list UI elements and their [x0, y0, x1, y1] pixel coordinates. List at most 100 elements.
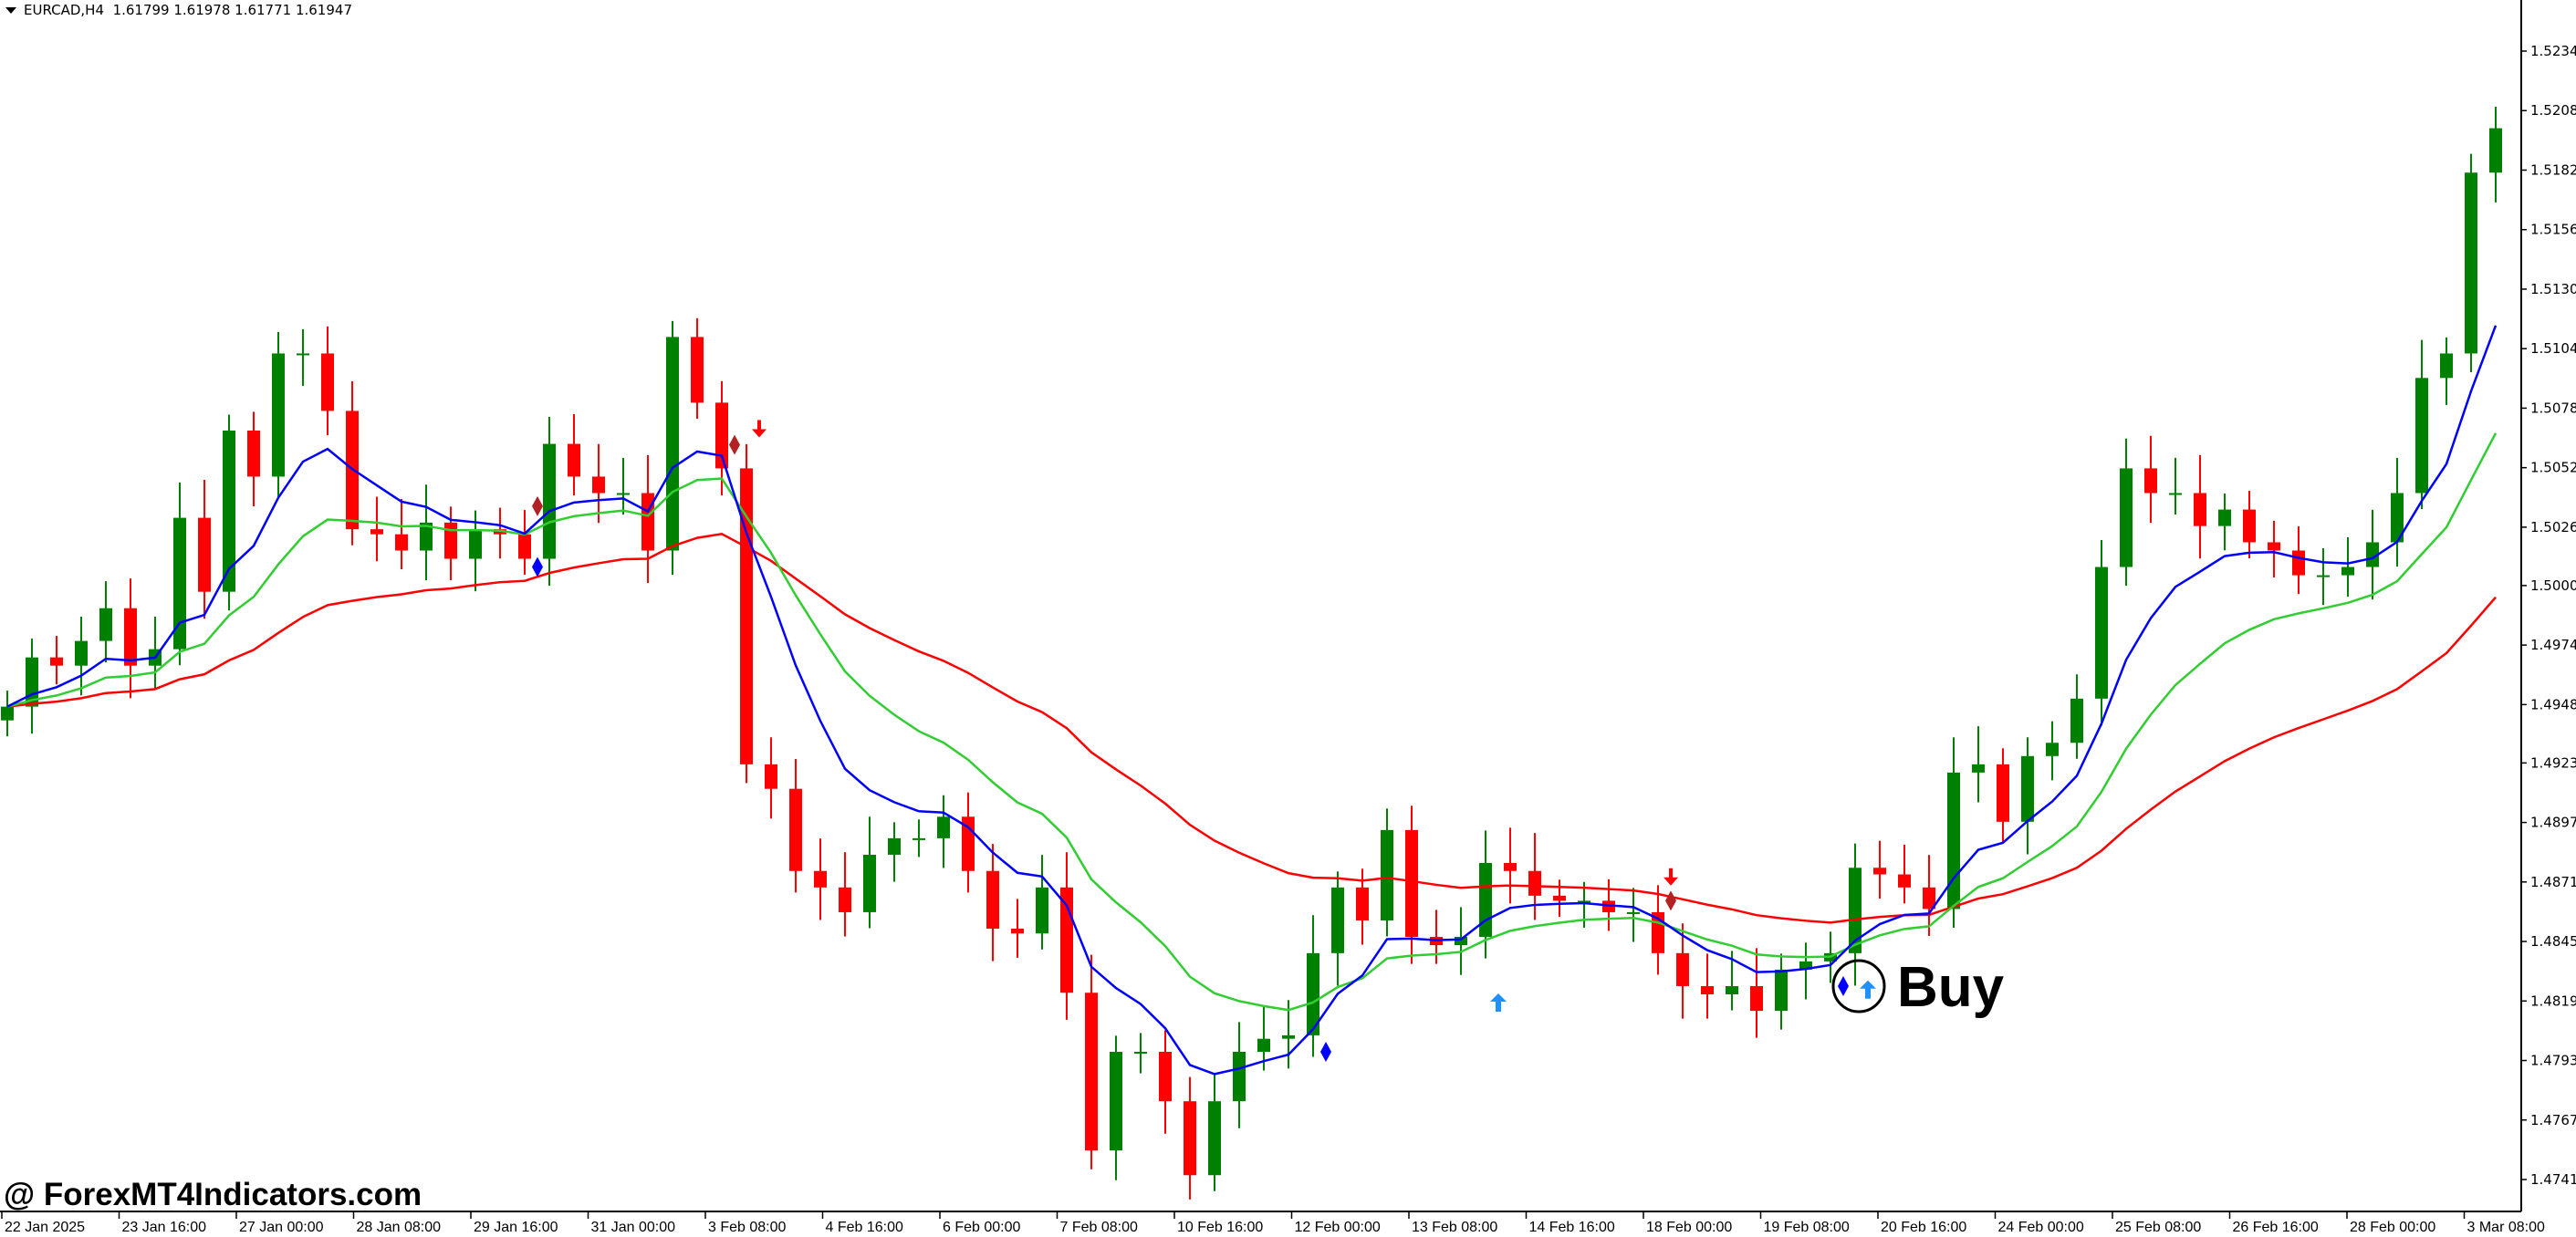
candle-body	[2243, 509, 2256, 543]
candle-body	[1528, 870, 1541, 896]
candle	[2046, 721, 2059, 781]
buy-circle	[1831, 959, 1886, 1014]
candle	[641, 454, 654, 584]
candle-body	[1504, 862, 1517, 871]
price-tick-label: 1.50005	[2530, 577, 2576, 594]
candle	[1184, 1076, 1196, 1200]
price-tick-label: 1.51560	[2530, 222, 2576, 238]
candle-body	[1898, 874, 1911, 888]
candle-body	[839, 887, 851, 912]
candle-body	[1479, 862, 1492, 938]
price-tick-label: 1.47670	[2530, 1112, 2576, 1128]
candle-body	[124, 608, 137, 666]
candle	[2021, 737, 2034, 855]
candle	[814, 838, 827, 920]
candle-body	[1627, 911, 1640, 914]
candle-body	[2317, 575, 2330, 577]
candle-body	[1257, 1038, 1270, 1052]
candle-body	[789, 788, 802, 871]
price-tick-label: 1.48970	[2530, 815, 2576, 831]
candle	[617, 457, 630, 515]
candle	[1110, 1035, 1122, 1180]
candle	[913, 819, 925, 858]
candle	[1898, 844, 1911, 904]
price-tick-label: 1.51040	[2530, 340, 2576, 357]
candle-body	[888, 837, 901, 855]
candle	[962, 792, 975, 893]
buy-diamond-icon	[532, 556, 543, 577]
candle-body	[1331, 887, 1344, 953]
time-tick-label: 28 Jan 08:00	[357, 1220, 442, 1235]
sell-diamond-icon	[1665, 890, 1676, 911]
candle-body	[1356, 887, 1369, 920]
candle-body	[1726, 985, 1738, 995]
candle-body	[173, 517, 186, 650]
candle-body	[272, 353, 285, 477]
price-tick-label: 1.49230	[2530, 754, 2576, 771]
candle	[2070, 674, 2083, 759]
candle-body	[2415, 378, 2428, 494]
candle-body	[617, 493, 630, 495]
candle	[2415, 339, 2428, 510]
candle-body	[666, 337, 679, 551]
price-tick-label: 1.49745	[2530, 637, 2576, 653]
candle	[1627, 888, 1640, 942]
candle-body	[2218, 509, 2231, 526]
candle-body	[1208, 1101, 1221, 1176]
dropdown-triangle-icon[interactable]	[5, 7, 16, 14]
candle	[2120, 438, 2133, 587]
candle-body	[1060, 887, 1073, 993]
candle	[666, 320, 679, 576]
candle	[543, 416, 556, 587]
candle-body	[2194, 493, 2206, 526]
candle-body	[321, 353, 334, 411]
candle	[1923, 855, 1935, 937]
time-tick-label: 4 Feb 16:00	[826, 1220, 904, 1235]
sell-diamond-icon	[532, 495, 543, 516]
candle-body	[1873, 868, 1886, 875]
candle-body	[2169, 493, 2182, 495]
candle	[765, 737, 777, 819]
candle	[469, 510, 482, 592]
candle-body	[986, 870, 999, 929]
candle	[740, 443, 753, 784]
candle	[1652, 885, 1664, 975]
candle-body	[1947, 772, 1960, 910]
buy-arrow-up-icon	[1490, 993, 1507, 1013]
candle	[1849, 843, 1862, 986]
candle	[2194, 454, 2206, 559]
candle	[1257, 1006, 1270, 1071]
time-tick-label: 14 Feb 16:00	[1529, 1220, 1615, 1235]
candle	[1997, 748, 2009, 844]
candle	[2391, 457, 2404, 567]
candle-body	[518, 534, 531, 559]
candle	[1381, 808, 1393, 937]
candle-body	[1701, 985, 1714, 995]
candle	[789, 759, 802, 893]
candle	[863, 816, 876, 929]
price-tick-label: 1.50260	[2530, 519, 2576, 535]
time-tick-label: 18 Feb 00:00	[1646, 1220, 1732, 1235]
buy-diamond-icon	[1838, 975, 1849, 996]
candle	[2268, 520, 2280, 578]
candle	[2341, 536, 2354, 598]
candle	[272, 331, 285, 499]
candle-body	[2046, 743, 2059, 756]
time-tick-label: 7 Feb 08:00	[1060, 1220, 1139, 1235]
candle	[1, 691, 14, 737]
candle	[568, 413, 580, 496]
candle-body	[2070, 698, 2083, 743]
candle-body	[814, 870, 827, 888]
candle	[1701, 953, 1714, 1019]
candle-body	[715, 402, 728, 469]
candle-body	[2391, 493, 2404, 543]
candle	[26, 639, 38, 734]
candle-body	[1233, 1051, 1246, 1102]
time-tick-label: 12 Feb 00:00	[1295, 1220, 1381, 1235]
candle	[592, 443, 605, 524]
candle-body	[2292, 550, 2305, 576]
candle-body	[1, 706, 14, 721]
candle	[1282, 1000, 1295, 1069]
